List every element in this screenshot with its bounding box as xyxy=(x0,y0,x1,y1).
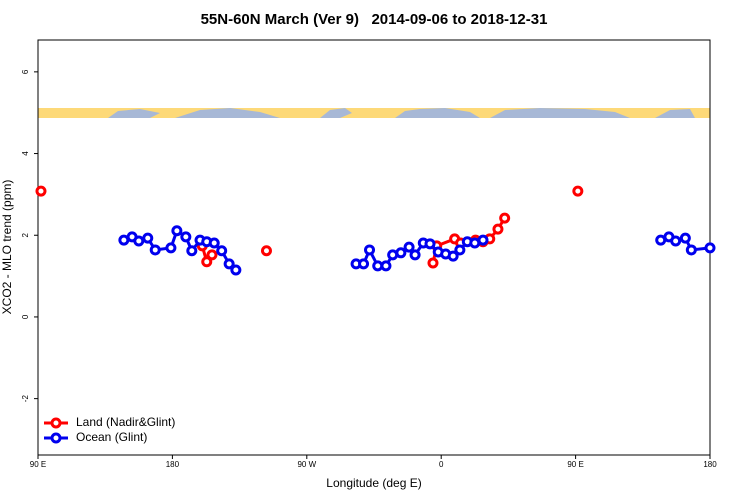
point xyxy=(358,258,370,270)
y-tick-label: 2 xyxy=(21,232,30,237)
point xyxy=(180,231,192,243)
y-tick-label: 6 xyxy=(21,69,30,74)
point xyxy=(364,244,376,256)
point xyxy=(216,245,228,257)
point xyxy=(260,245,272,257)
point xyxy=(499,212,511,224)
x-tick-label: 180 xyxy=(703,460,717,469)
x-tick-label: 90 E xyxy=(30,460,46,469)
point xyxy=(685,244,697,256)
x-tick-label: 90 W xyxy=(297,460,316,469)
x-tick-label: 90 E xyxy=(567,460,583,469)
x-tick-label: 180 xyxy=(166,460,180,469)
point xyxy=(670,235,682,247)
point xyxy=(171,225,183,237)
legend-marker xyxy=(50,417,62,429)
point xyxy=(447,250,459,262)
legend-label: Land (Nadir&Glint) xyxy=(76,415,175,429)
point xyxy=(223,258,235,270)
x-axis-label: Longitude (deg E) xyxy=(326,476,421,490)
point xyxy=(427,257,439,269)
point xyxy=(149,244,161,256)
point xyxy=(454,244,466,256)
point xyxy=(35,185,47,197)
point xyxy=(186,245,198,257)
legend-label: Ocean (Glint) xyxy=(76,430,147,444)
y-axis-label: XCO2 - MLO trend (ppm) xyxy=(0,180,14,315)
point xyxy=(704,242,716,254)
point xyxy=(492,223,504,235)
x-tick-label: 0 xyxy=(439,460,444,469)
point xyxy=(133,235,145,247)
point xyxy=(679,232,691,244)
legend-marker xyxy=(50,432,62,444)
point xyxy=(409,249,421,261)
point xyxy=(380,260,392,272)
point xyxy=(142,232,154,244)
chart-title: 55N-60N March (Ver 9) 2014-09-06 to 2018… xyxy=(201,11,548,28)
point xyxy=(230,264,242,276)
point xyxy=(201,256,213,268)
point xyxy=(403,241,415,253)
y-tick-label: 0 xyxy=(21,314,30,319)
map-strip xyxy=(38,108,710,118)
point xyxy=(477,234,489,246)
point xyxy=(395,247,407,259)
point xyxy=(165,242,177,254)
y-tick-label: 4 xyxy=(21,151,30,156)
point xyxy=(424,238,436,250)
y-tick-label: -2 xyxy=(21,395,30,403)
point xyxy=(208,237,220,249)
point xyxy=(572,185,584,197)
point xyxy=(206,249,218,261)
